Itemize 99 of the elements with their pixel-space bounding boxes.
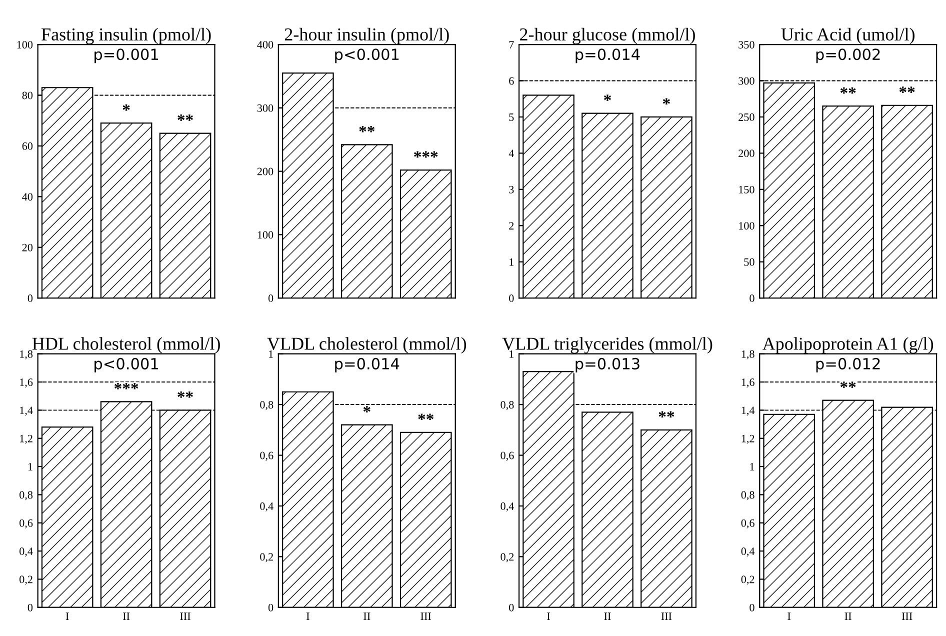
y-tick-label: 200 xyxy=(738,150,754,158)
annotation: * xyxy=(662,98,670,105)
chart-title: Uric Acid (umol/l) xyxy=(781,28,914,44)
y-tick-label: 80 xyxy=(22,92,33,100)
y-tick-label: 0,2 xyxy=(741,576,754,585)
x-tick-label: III xyxy=(420,612,432,620)
y-tick-label: 0,2 xyxy=(20,576,32,585)
annotation: * xyxy=(122,104,130,111)
annotation: * xyxy=(363,406,370,412)
y-tick-label: 0 xyxy=(509,294,514,302)
y-tick-label: 250 xyxy=(738,113,754,121)
annotation: ** xyxy=(840,87,856,94)
y-tick-label: 3 xyxy=(509,186,514,194)
y-tick-label: 1,6 xyxy=(20,378,33,388)
y-tick-label: 7 xyxy=(509,41,514,48)
y-tick-label: 0,6 xyxy=(260,452,274,461)
y-tick-label: 0 xyxy=(28,604,33,612)
y-tick-label: 1,4 xyxy=(742,406,755,416)
y-tick-label: 0 xyxy=(268,604,274,612)
y-tick-label: 100 xyxy=(258,231,274,239)
y-tick-label: 5 xyxy=(509,114,514,121)
y-tick-label: 100 xyxy=(17,40,33,48)
x-tick-label: I xyxy=(66,612,69,620)
y-tick-label: 100 xyxy=(739,222,754,230)
y-tick-label: 300 xyxy=(738,77,754,85)
y-tick-label: 50 xyxy=(744,258,754,266)
x-tick-label: I xyxy=(788,612,791,620)
chart-title: 2-hour glucose (mmol/l) xyxy=(520,28,695,44)
x-tick-label: III xyxy=(180,612,190,620)
y-tick-label: 40 xyxy=(22,193,33,201)
annotation: ** xyxy=(178,114,193,121)
annotation: p<0.001 xyxy=(335,48,399,64)
annotation: p=0.013 xyxy=(576,358,640,372)
chart-title: Apolipoprotein A1 (g/l) xyxy=(762,337,934,354)
chart-title: HDL cholesterol (mmol/l) xyxy=(32,337,220,354)
y-tick-label: 1 xyxy=(510,350,514,358)
y-tick-label: 0,6 xyxy=(20,519,33,528)
y-tick-label: 4 xyxy=(508,150,514,158)
y-tick-label: 1 xyxy=(269,350,273,358)
y-tick-label: 0 xyxy=(750,294,754,302)
x-tick-label: III xyxy=(661,612,672,620)
y-tick-label: 1,4 xyxy=(20,406,33,416)
chart-title: Fasting insulin (pmol/l) xyxy=(42,28,211,44)
y-tick-label: 0,2 xyxy=(260,553,273,562)
y-tick-label: 1,2 xyxy=(20,434,32,444)
annotation: *** xyxy=(414,151,438,158)
y-tick-label: 60 xyxy=(22,142,33,150)
x-tick-label: II xyxy=(364,612,370,620)
annotation: ** xyxy=(359,126,375,132)
annotation: ** xyxy=(658,411,674,418)
y-tick-label: 150 xyxy=(739,186,754,194)
annotation: ** xyxy=(418,414,434,420)
x-tick-label: III xyxy=(902,612,912,620)
annotation: p=0.012 xyxy=(816,358,880,372)
y-tick-label: 0 xyxy=(750,604,754,612)
y-tick-label: 1,6 xyxy=(742,378,754,388)
y-tick-label: 0,4 xyxy=(20,548,33,557)
x-tick-label: II xyxy=(122,612,130,620)
annotation: p=0.002 xyxy=(816,48,880,64)
chart-title: 2-hour insulin (pmol/l) xyxy=(284,28,449,44)
y-tick-label: 1,2 xyxy=(742,434,754,444)
y-tick-label: 200 xyxy=(257,168,274,176)
y-tick-label: 1 xyxy=(510,258,514,266)
y-tick-label: 0,4 xyxy=(500,502,514,512)
y-tick-label: 1 xyxy=(750,463,754,470)
annotation: ** xyxy=(178,391,193,398)
y-tick-label: 0,8 xyxy=(260,401,274,410)
annotation: * xyxy=(604,94,611,101)
y-tick-label: 0,4 xyxy=(741,548,755,557)
annotation: p=0.014 xyxy=(576,48,640,64)
y-tick-label: 20 xyxy=(22,244,33,252)
y-tick-label: 0,8 xyxy=(20,491,33,500)
annotation: ** xyxy=(899,86,915,93)
y-tick-label: 0,4 xyxy=(260,502,274,512)
y-tick-label: 0 xyxy=(28,294,33,302)
y-tick-label: 2 xyxy=(509,222,514,230)
y-tick-label: 0 xyxy=(509,604,514,612)
annotation: ** xyxy=(840,382,856,388)
annotation: p<0.001 xyxy=(94,358,158,372)
y-tick-label: 0 xyxy=(268,294,274,302)
y-tick-label: 300 xyxy=(257,104,274,112)
y-tick-label: 0,8 xyxy=(741,491,754,500)
annotation: *** xyxy=(114,383,138,390)
y-tick-label: 0,2 xyxy=(500,553,514,562)
y-tick-label: 400 xyxy=(257,40,274,48)
y-tick-label: 1,8 xyxy=(20,350,33,360)
y-tick-label: 0,8 xyxy=(500,401,514,410)
y-tick-label: 1 xyxy=(28,463,32,470)
x-tick-label: II xyxy=(604,612,611,620)
y-tick-label: 0,6 xyxy=(500,452,514,461)
annotation: p=0.014 xyxy=(335,358,400,372)
y-tick-label: 350 xyxy=(738,40,754,48)
x-tick-label: II xyxy=(844,612,852,620)
x-tick-label: I xyxy=(306,612,310,620)
y-tick-label: 1,8 xyxy=(742,350,754,360)
y-tick-label: 0,6 xyxy=(741,519,754,528)
x-tick-label: I xyxy=(547,612,550,620)
annotation: p=0.001 xyxy=(94,48,158,64)
y-tick-label: 6 xyxy=(509,77,514,85)
